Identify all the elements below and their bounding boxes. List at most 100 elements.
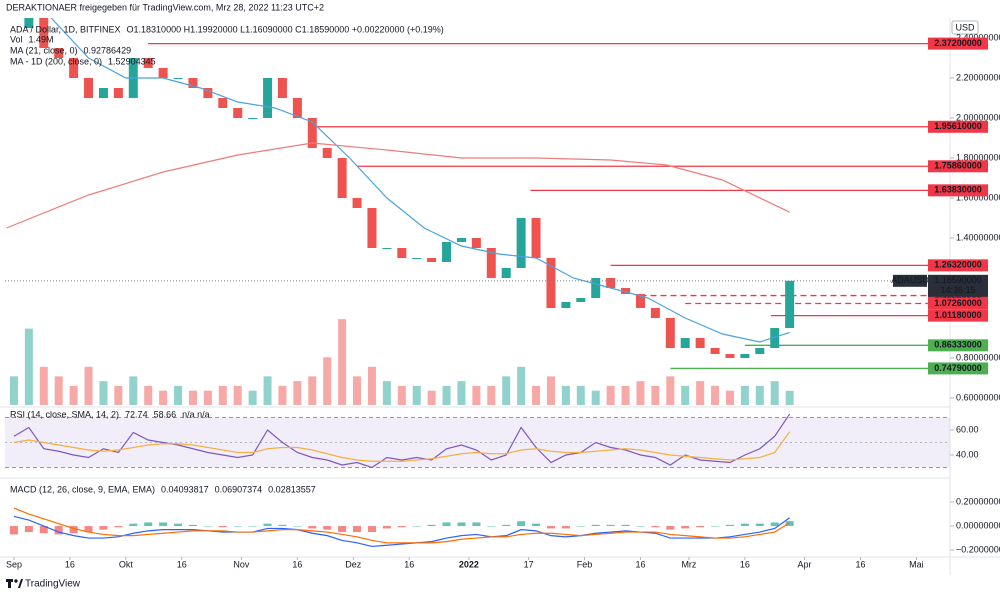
x-tick-label: Feb — [577, 559, 593, 569]
candle-body — [292, 98, 302, 118]
logo-part — [8, 579, 11, 588]
level-label: 0.74790000 — [934, 363, 982, 373]
x-tick-label: Nov — [233, 559, 250, 569]
legend-extra: n/a n/a — [182, 409, 210, 419]
legend-value: 1.49M — [29, 34, 54, 44]
candle-body — [725, 354, 735, 358]
level-label-box — [928, 160, 988, 173]
candle-body — [263, 78, 273, 118]
histogram-bar — [576, 526, 585, 527]
candle-body — [203, 88, 213, 98]
candle-body — [576, 298, 586, 302]
histogram-bar — [651, 526, 660, 528]
histogram-bar — [457, 522, 466, 527]
histogram-bar — [711, 526, 720, 527]
level-label-box — [928, 184, 988, 197]
volume-bar — [651, 385, 660, 405]
histogram-bar — [323, 526, 332, 530]
volume-bar — [606, 385, 615, 405]
legend-value: 58.66 — [154, 409, 177, 419]
y-tick-label: 1.40000000 — [956, 232, 1000, 242]
legend-name: Vol — [10, 34, 23, 44]
series-line — [13, 507, 790, 544]
candle-body — [516, 218, 526, 268]
histogram-bar — [755, 523, 764, 527]
legend-name: MA - 1D (200, close, 0) — [10, 56, 102, 66]
candle-body — [84, 78, 94, 98]
volume-bar — [382, 381, 391, 405]
x-tick-label: 16 — [65, 559, 75, 569]
histogram-bar — [129, 523, 138, 527]
level-label-box — [928, 259, 988, 272]
volume-bar — [785, 390, 794, 405]
histogram-bar — [114, 526, 123, 528]
histogram-bar — [248, 526, 257, 527]
x-tick-label: Apr — [798, 559, 812, 569]
level-label: 0.86333000 — [934, 340, 982, 350]
histogram-bar — [174, 523, 183, 527]
volume-bar — [188, 390, 197, 405]
histogram-bar — [39, 526, 48, 534]
histogram-bar — [636, 526, 645, 527]
y-tick-label: 0.20000000 — [956, 496, 1000, 506]
candle-body — [382, 248, 392, 249]
volume-bar — [129, 376, 138, 405]
legend-value: 0.92786429 — [84, 45, 132, 55]
candle-body — [98, 88, 108, 98]
candle-body — [69, 58, 79, 78]
histogram-bar — [308, 526, 317, 529]
last-price-box — [928, 274, 988, 297]
volume-bar — [755, 385, 764, 405]
x-tick-label: Mrz — [681, 559, 696, 569]
last-price-name-box — [893, 274, 927, 287]
histogram-bar — [666, 526, 675, 530]
series-line — [13, 413, 791, 469]
candle-body — [531, 218, 541, 258]
histogram-bar — [487, 526, 496, 527]
volume-bar — [561, 385, 570, 405]
histogram-bar — [427, 524, 436, 527]
volume-bar — [54, 376, 63, 405]
symbol: ADA / Dollar, 1D, BITFINEX — [10, 24, 121, 34]
x-tick-label: Mai — [909, 559, 924, 569]
volume-bar — [24, 328, 33, 405]
histogram-bar — [159, 522, 168, 527]
volume-bar — [532, 385, 541, 405]
histogram-bar — [367, 526, 376, 533]
level-label-box — [928, 297, 988, 310]
candle-body — [710, 348, 720, 354]
histogram-bar — [338, 526, 347, 533]
candle-body — [486, 248, 496, 278]
volume-bar — [69, 385, 78, 405]
candle-body — [54, 48, 64, 58]
pane — [5, 413, 950, 469]
histogram-bar — [546, 526, 555, 529]
volume-bar — [740, 385, 749, 405]
candle-body — [322, 148, 332, 158]
histogram-bar — [696, 526, 705, 528]
volume-bar — [397, 385, 406, 405]
level-label: 1.75860000 — [934, 161, 982, 171]
histogram-bar — [442, 522, 451, 527]
candle-body — [367, 208, 377, 248]
axis: 0.20000000 0.00000000 −0.20000000 Sep 16 Okt 1… — [6, 496, 1000, 569]
candle-body — [173, 78, 183, 79]
y-tick-label: 0.60000000 — [956, 392, 1000, 402]
histogram-bar — [69, 526, 78, 534]
histogram-bar — [561, 526, 570, 529]
x-tick-label: 17 — [524, 559, 534, 569]
candle-body — [39, 18, 49, 48]
candle-body — [397, 248, 407, 258]
x-tick-label: 16 — [740, 559, 750, 569]
candle-body — [188, 78, 198, 88]
candle-body — [158, 68, 168, 78]
level-label: 1.95610000 — [934, 121, 982, 131]
candle-body — [650, 308, 660, 318]
y-tick-label: 2.40000000 — [956, 32, 1000, 42]
volume-bar — [681, 385, 690, 405]
level-label: 1.01180000 — [934, 310, 981, 320]
histogram-bar — [591, 524, 600, 527]
candle-body — [785, 280, 795, 328]
histogram-bar — [188, 524, 197, 527]
level-label-box — [928, 309, 988, 322]
